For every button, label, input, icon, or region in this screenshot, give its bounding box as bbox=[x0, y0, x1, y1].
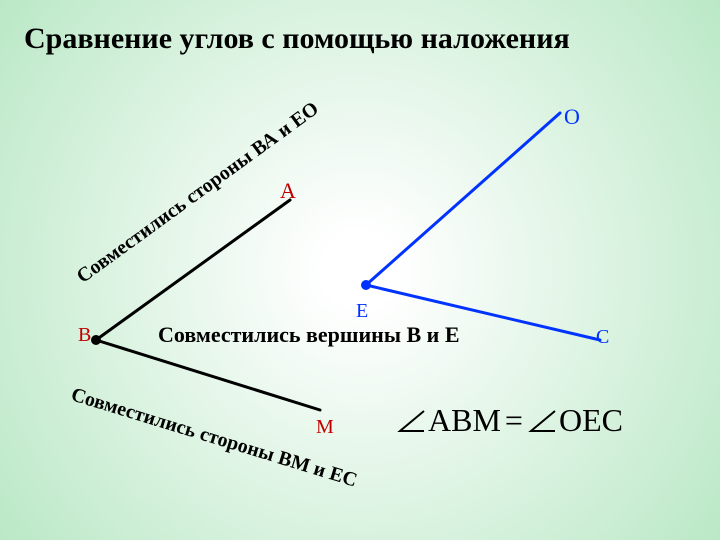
equation-lhs: АВМ bbox=[428, 402, 501, 439]
angle-equation: АВМ = ОЕС bbox=[396, 402, 623, 439]
label-point-a: А bbox=[280, 178, 296, 204]
label-point-b: В bbox=[78, 324, 91, 347]
label-point-o: О bbox=[564, 104, 580, 130]
label-point-m: М bbox=[316, 416, 334, 439]
page-title: Сравнение углов с помощью наложения bbox=[24, 22, 570, 56]
label-point-e: Е bbox=[356, 300, 368, 323]
angle-symbol-icon bbox=[396, 409, 426, 433]
equation-rhs: ОЕС bbox=[559, 402, 623, 439]
label-point-c: С bbox=[596, 326, 609, 349]
equation-equals: = bbox=[505, 402, 523, 439]
angle-symbol-icon bbox=[527, 409, 557, 433]
caption-vertices-b-e: Совместились вершины В и Е bbox=[158, 322, 460, 348]
diagram-stage: Сравнение углов с помощью наложения В А … bbox=[0, 0, 720, 540]
